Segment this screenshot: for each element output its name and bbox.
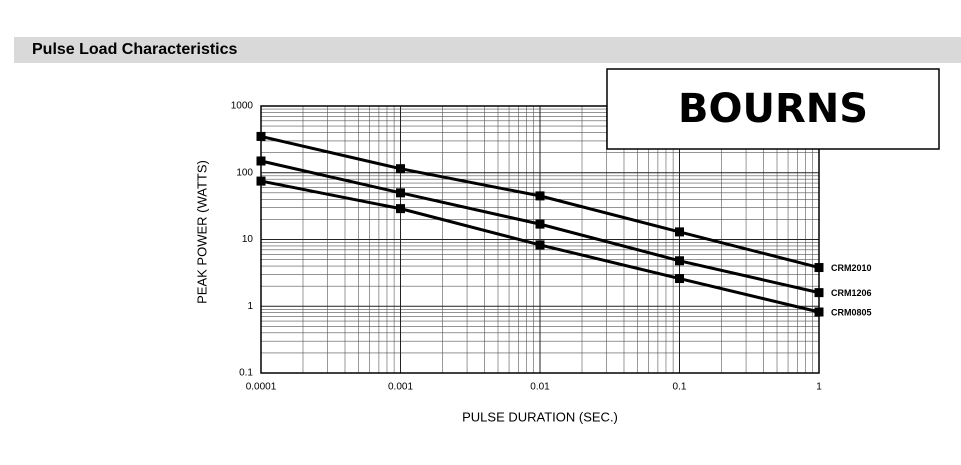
y-tick-label: 100 xyxy=(236,167,253,178)
logo: BOURNS xyxy=(678,86,868,132)
legend-label: CRM2010 xyxy=(831,263,872,273)
point-marker xyxy=(535,240,545,250)
point-marker xyxy=(675,256,684,266)
legend-label: CRM1206 xyxy=(831,288,872,298)
point-marker xyxy=(256,131,266,141)
point-marker xyxy=(814,288,824,298)
x-axis-label: PULSE DURATION (SEC.) xyxy=(462,409,618,424)
x-tick-label: 0.1 xyxy=(673,382,687,393)
point-marker xyxy=(396,164,405,174)
point-marker xyxy=(256,156,266,166)
point-marker xyxy=(256,176,266,186)
y-tick-label: 1000 xyxy=(231,101,254,112)
plot-frame xyxy=(260,105,820,374)
point-marker xyxy=(535,191,545,201)
point-marker xyxy=(535,219,545,229)
x-tick-label: 0.01 xyxy=(530,382,550,393)
point-marker xyxy=(814,307,824,317)
point-marker xyxy=(396,204,405,214)
y-tick-label: 10 xyxy=(242,234,254,245)
legend-label: CRM0805 xyxy=(831,307,872,317)
y-axis-label: PEAK POWER (WATTS) xyxy=(194,160,209,304)
logo-box xyxy=(606,68,940,150)
point-marker xyxy=(814,263,824,273)
x-tick-label: 0.001 xyxy=(388,382,413,393)
y-tick-label: 0.1 xyxy=(239,368,253,379)
chart-title: Pulse Load Characteristics xyxy=(32,41,238,58)
x-tick-label: 1 xyxy=(816,382,822,393)
point-marker xyxy=(675,274,684,284)
point-marker xyxy=(675,227,684,237)
y-tick-label: 1 xyxy=(247,301,253,312)
header-bar xyxy=(14,37,961,63)
point-marker xyxy=(396,188,405,198)
x-tick-label: 0.0001 xyxy=(246,382,277,393)
